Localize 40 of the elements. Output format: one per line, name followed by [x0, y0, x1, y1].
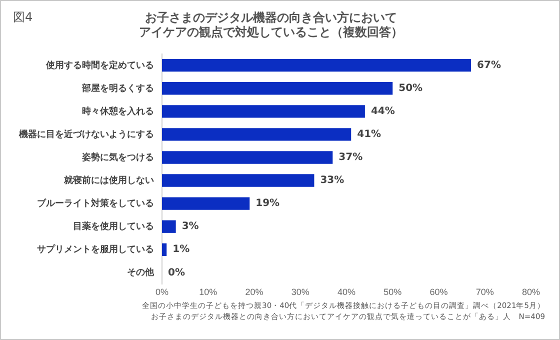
data-label: 67% [477, 60, 501, 71]
y-tick-label: 就寝前には使用しない [63, 175, 154, 186]
y-tick-label: 使用する時間を定めている [45, 60, 154, 70]
y-tick-label: 時々休憩を入れる [82, 106, 154, 116]
data-label: 33% [320, 175, 344, 186]
data-label: 37% [338, 152, 363, 164]
data-label: 3% [182, 221, 199, 232]
bar [162, 220, 176, 233]
x-tick-label: 40% [337, 287, 356, 298]
data-label: 50% [398, 82, 423, 94]
y-tick-label: ブルーライト対策をしている [37, 198, 154, 208]
x-tick-label: 20% [245, 287, 264, 298]
chart-title: お子さまのデジタル機器の向き合い方においてアイケアの観点で対処していること（複数回答） [139, 10, 403, 39]
bar [162, 128, 352, 141]
bar [162, 151, 333, 164]
data-label: 19% [256, 198, 280, 210]
bar [162, 105, 365, 118]
data-label: 44% [370, 106, 395, 117]
x-tick-label: 50% [384, 287, 402, 298]
bar [162, 243, 167, 256]
bar [162, 82, 393, 95]
y-tick-label: 姿勢に気をつける [81, 152, 154, 162]
x-tick-label: 0% [155, 287, 169, 298]
bar [162, 174, 314, 187]
y-tick-label: 部屋を明るくする [81, 82, 154, 93]
data-label: 1% [172, 244, 190, 256]
y-tick-label: 目薬を使用している [73, 221, 154, 232]
x-tick-label: 60% [430, 287, 448, 298]
x-tick-label: 10% [199, 287, 218, 298]
x-tick-label: 30% [291, 287, 310, 298]
x-tick-label: 70% [476, 287, 494, 298]
y-tick-label: サプリメントを服用している [37, 244, 154, 254]
bar [162, 58, 472, 72]
y-tick-label: その他 [127, 267, 155, 278]
data-label: 0% [168, 267, 185, 278]
x-tick-label: 80% [522, 287, 540, 298]
y-tick-label: 機器に目を近づけないようにする [18, 128, 154, 139]
bar [162, 197, 250, 210]
caption: 図4 [13, 9, 33, 26]
data-label: 41% [357, 129, 382, 140]
